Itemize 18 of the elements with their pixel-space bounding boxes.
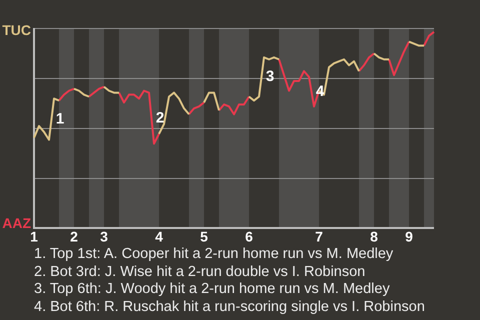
annotation: 1 (56, 110, 64, 128)
text: 2. Bot 3rd: J. Wise hit a 2-run double vs I. Robinson (34, 264, 366, 281)
x-tick-label: 1 (30, 228, 38, 244)
x-tick-label: 5 (200, 228, 208, 244)
annotation: 2 (156, 109, 164, 126)
text: 1. Top 1st: A. Cooper hit a 2-run home run vs M. Medley (34, 246, 394, 264)
text: TUC (2, 22, 31, 38)
text: AAZ (2, 214, 32, 231)
text: 4. Bot 6th: R. Ruschak hit a run-scoring single vs I. Robinson (34, 298, 426, 316)
x-tick-label: 4 (155, 228, 164, 244)
annotation: 3 (266, 68, 274, 86)
x-tick-label: 7 (315, 228, 324, 244)
x-tick-label: 8 (370, 228, 378, 244)
x-tick-label: 9 (405, 228, 414, 244)
text: 3. Top 6th: J. Woody hit a 2-run home run vs M. Medley (34, 281, 391, 298)
x-tick-label: 2 (70, 228, 78, 244)
x-tick-label: 3 (100, 228, 108, 244)
x-tick-label: 6 (245, 228, 254, 244)
